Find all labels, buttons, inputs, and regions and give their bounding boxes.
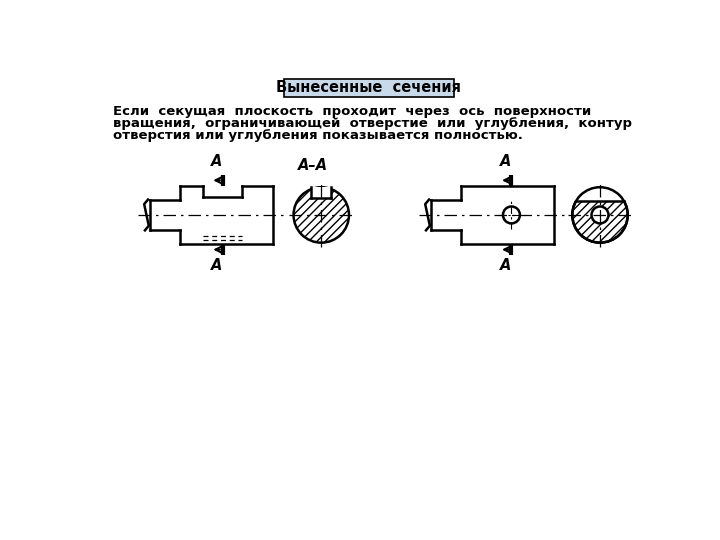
Circle shape bbox=[592, 206, 608, 224]
Bar bbox=[284, 79, 454, 97]
Bar bbox=[571, 157, 629, 200]
Text: А: А bbox=[500, 154, 511, 168]
Text: А: А bbox=[500, 258, 511, 273]
Text: А–А: А–А bbox=[577, 158, 607, 173]
Text: вращения,  ограничивающей  отверстие  или  углубления,  контур: вращения, ограничивающей отверстие или у… bbox=[113, 117, 632, 130]
Text: Вынесенные  сечения: Вынесенные сечения bbox=[276, 80, 462, 96]
Circle shape bbox=[572, 187, 628, 242]
Text: отверстия или углубления показывается полностью.: отверстия или углубления показывается по… bbox=[113, 130, 523, 143]
Circle shape bbox=[294, 187, 349, 242]
Text: Если  секущая  плоскость  проходит  через  ось  поверхности: Если секущая плоскость проходит через ос… bbox=[113, 105, 592, 118]
Text: А–А: А–А bbox=[298, 158, 328, 173]
Text: А: А bbox=[211, 154, 222, 168]
Bar bbox=[311, 187, 331, 198]
Polygon shape bbox=[576, 187, 624, 200]
Text: А: А bbox=[211, 258, 222, 273]
